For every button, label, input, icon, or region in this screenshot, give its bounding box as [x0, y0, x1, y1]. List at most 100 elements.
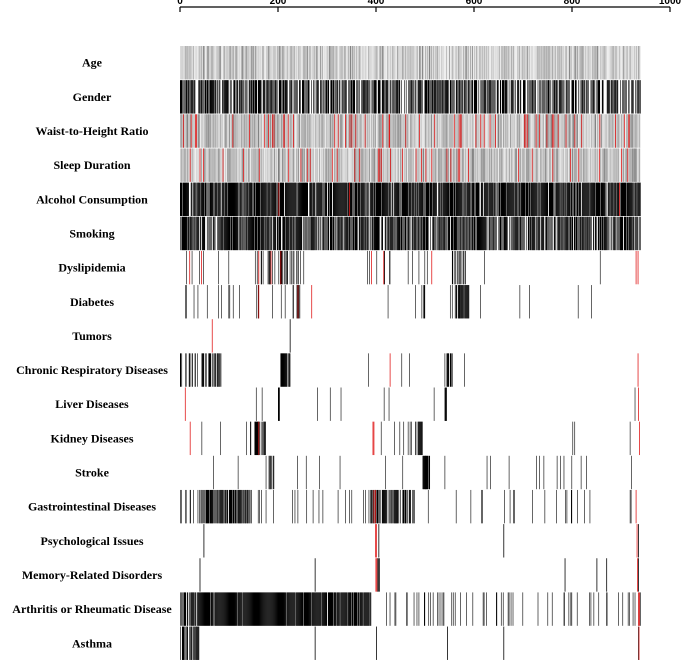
data-mark — [482, 114, 484, 148]
data-mark — [302, 114, 303, 148]
data-mark — [325, 182, 326, 216]
data-mark — [431, 182, 432, 216]
data-mark — [329, 148, 331, 182]
data-mark — [598, 148, 600, 182]
data-mark — [413, 80, 415, 114]
data-mark — [604, 182, 605, 216]
data-mark — [412, 46, 414, 80]
data-mark — [301, 148, 303, 182]
data-mark — [556, 148, 557, 182]
data-mark — [541, 216, 543, 251]
data-mark — [268, 148, 269, 182]
data-mark — [615, 216, 616, 251]
data-mark — [334, 148, 335, 182]
data-mark — [300, 114, 302, 148]
data-mark — [490, 148, 491, 182]
data-mark — [321, 182, 323, 216]
data-mark — [426, 114, 428, 148]
data-mark — [497, 114, 498, 148]
data-mark — [615, 148, 617, 182]
data-mark — [375, 148, 377, 182]
data-mark — [197, 148, 198, 182]
data-mark — [506, 148, 508, 182]
data-mark — [204, 46, 206, 80]
data-mark — [558, 148, 559, 182]
data-mark — [355, 148, 357, 182]
data-mark — [340, 216, 342, 251]
data-mark — [597, 182, 599, 216]
data-mark — [230, 148, 232, 182]
data-mark — [450, 182, 452, 216]
data-mark — [561, 114, 563, 148]
data-mark — [570, 216, 571, 251]
data-mark — [420, 114, 422, 148]
data-mark — [220, 148, 222, 182]
data-mark — [414, 148, 416, 182]
data-mark — [546, 216, 548, 251]
x-tick-label: 400 — [368, 0, 385, 7]
data-mark — [224, 216, 225, 251]
data-mark — [503, 114, 504, 148]
data-mark — [405, 216, 407, 251]
data-mark — [439, 148, 441, 182]
data-mark — [366, 114, 367, 148]
data-mark — [396, 114, 397, 148]
data-mark — [400, 114, 402, 148]
data-mark — [618, 148, 619, 182]
data-mark — [542, 46, 543, 80]
data-mark — [464, 80, 466, 114]
data-mark — [289, 80, 290, 114]
data-mark — [240, 148, 241, 182]
data-mark — [204, 114, 206, 148]
data-mark — [480, 114, 482, 148]
data-mark — [218, 216, 219, 251]
data-mark — [199, 114, 201, 148]
data-mark — [266, 46, 268, 80]
data-mark — [226, 46, 227, 80]
data-mark — [349, 114, 351, 148]
data-mark — [451, 148, 453, 182]
data-mark — [289, 182, 290, 216]
data-mark — [259, 148, 261, 182]
data-mark — [597, 182, 599, 216]
data-mark — [550, 182, 552, 216]
data-mark — [547, 216, 549, 251]
data-mark — [609, 114, 611, 148]
data-mark — [517, 148, 518, 182]
data-mark — [239, 80, 240, 114]
data-mark — [639, 80, 641, 114]
data-mark — [363, 80, 364, 114]
data-mark — [386, 80, 388, 114]
data-mark — [325, 216, 327, 251]
data-mark — [180, 216, 181, 251]
data-mark — [636, 148, 637, 182]
data-mark — [263, 216, 264, 251]
data-mark — [389, 80, 391, 114]
data-mark — [266, 148, 267, 182]
data-mark — [443, 148, 444, 182]
data-mark — [198, 216, 199, 251]
data-mark — [312, 216, 313, 251]
data-mark — [315, 216, 316, 251]
data-mark — [360, 148, 362, 182]
row-label: Age — [82, 56, 103, 70]
data-mark — [227, 216, 228, 251]
data-mark — [214, 148, 215, 182]
data-mark — [426, 46, 428, 80]
data-mark — [598, 46, 600, 80]
data-mark — [274, 148, 275, 182]
data-mark — [522, 148, 524, 182]
data-mark — [628, 216, 629, 251]
data-mark — [559, 46, 560, 80]
data-mark — [259, 46, 260, 80]
data-mark — [511, 182, 513, 216]
data-mark — [379, 182, 381, 216]
data-mark — [531, 114, 532, 148]
data-mark — [274, 80, 275, 114]
data-mark — [639, 182, 640, 216]
data-mark — [434, 80, 436, 114]
data-mark — [265, 182, 266, 216]
data-mark — [240, 80, 241, 114]
data-mark — [243, 182, 244, 216]
data-mark — [423, 148, 425, 182]
